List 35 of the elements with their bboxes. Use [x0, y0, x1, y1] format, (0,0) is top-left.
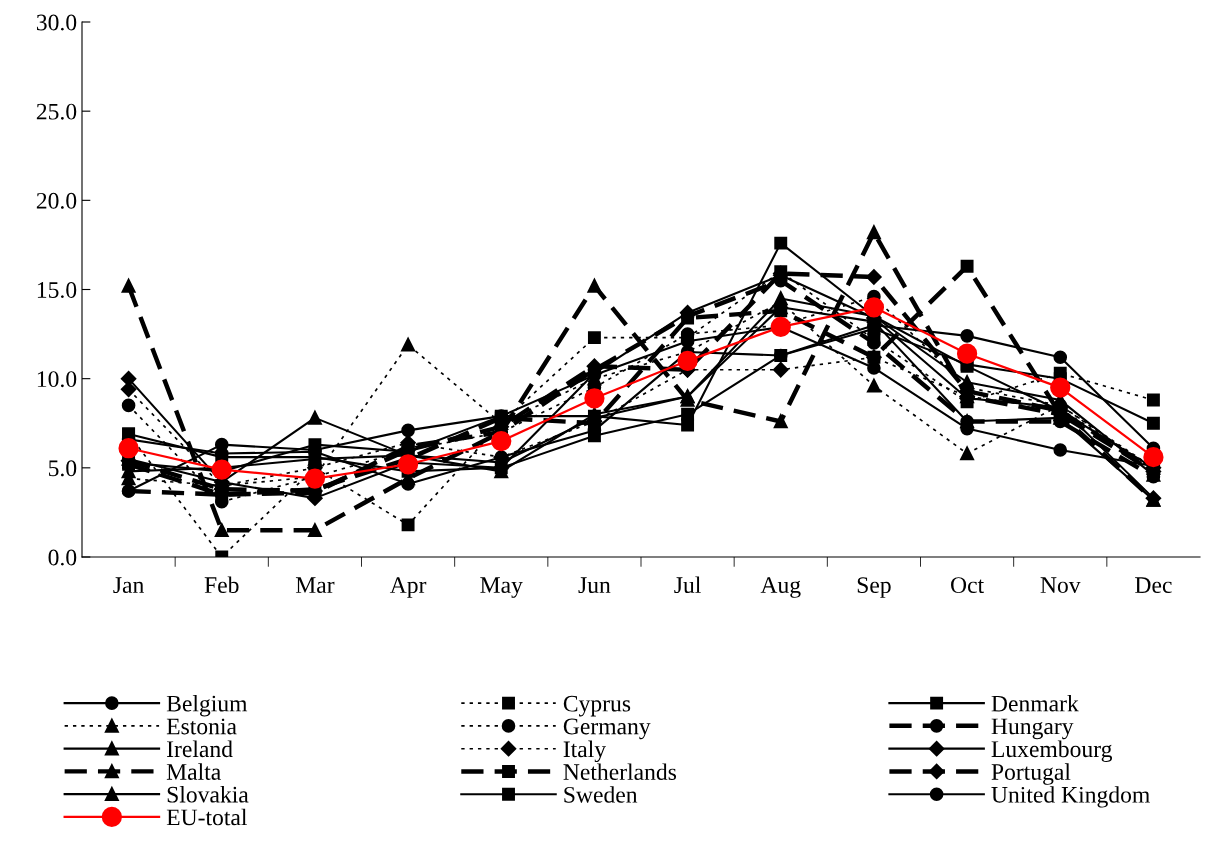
- legend-label: Slovakia: [167, 786, 249, 803]
- x-tick-label: Aug: [760, 577, 801, 598]
- x-tick-label: Apr: [389, 577, 427, 598]
- y-tick-label: 10.0: [37, 371, 77, 388]
- x-tick-label: May: [480, 577, 523, 598]
- x-tick-label: Jan: [113, 577, 144, 594]
- x-tick-label: Sep: [857, 577, 891, 598]
- legend-label: Estonia: [166, 718, 237, 735]
- legend-label: Belgium: [166, 694, 248, 717]
- y-tick-label: 5.0: [49, 460, 77, 477]
- y-tick-label: 20.0: [36, 192, 77, 209]
- y-tick-label: 30.0: [36, 14, 77, 31]
- x-tick-label: Dec: [1135, 577, 1172, 594]
- y-tick-label: 25.0: [36, 103, 77, 120]
- x-tick-label: Jul: [674, 576, 701, 594]
- legend-label: Portugal: [991, 763, 1071, 785]
- legend-label: Denmark: [991, 694, 1079, 712]
- x-tick-label: Feb: [204, 576, 239, 594]
- legend-label: Ireland: [167, 740, 233, 758]
- x-tick-label: Mar: [295, 577, 335, 594]
- x-tick-label: Nov: [1040, 577, 1081, 594]
- x-tick-label: Jun: [578, 577, 611, 594]
- legend-label: United Kingdom: [991, 786, 1150, 808]
- legend-label: Luxembourg: [991, 740, 1113, 763]
- legend-label: Netherlands: [563, 763, 677, 781]
- x-tick-label: Oct: [951, 577, 984, 594]
- legend-label: Italy: [563, 740, 606, 763]
- legend-label: EU-total: [166, 808, 247, 826]
- legend-label: Sweden: [564, 786, 638, 803]
- legend-label: Hungary: [991, 718, 1074, 740]
- legend-label: Malta: [166, 763, 221, 780]
- legend-label: Cyprus: [563, 695, 631, 717]
- y-tick-label: 15.0: [37, 281, 77, 299]
- legend-label: Germany: [563, 718, 651, 740]
- y-tick-label: 0.0: [48, 549, 77, 566]
